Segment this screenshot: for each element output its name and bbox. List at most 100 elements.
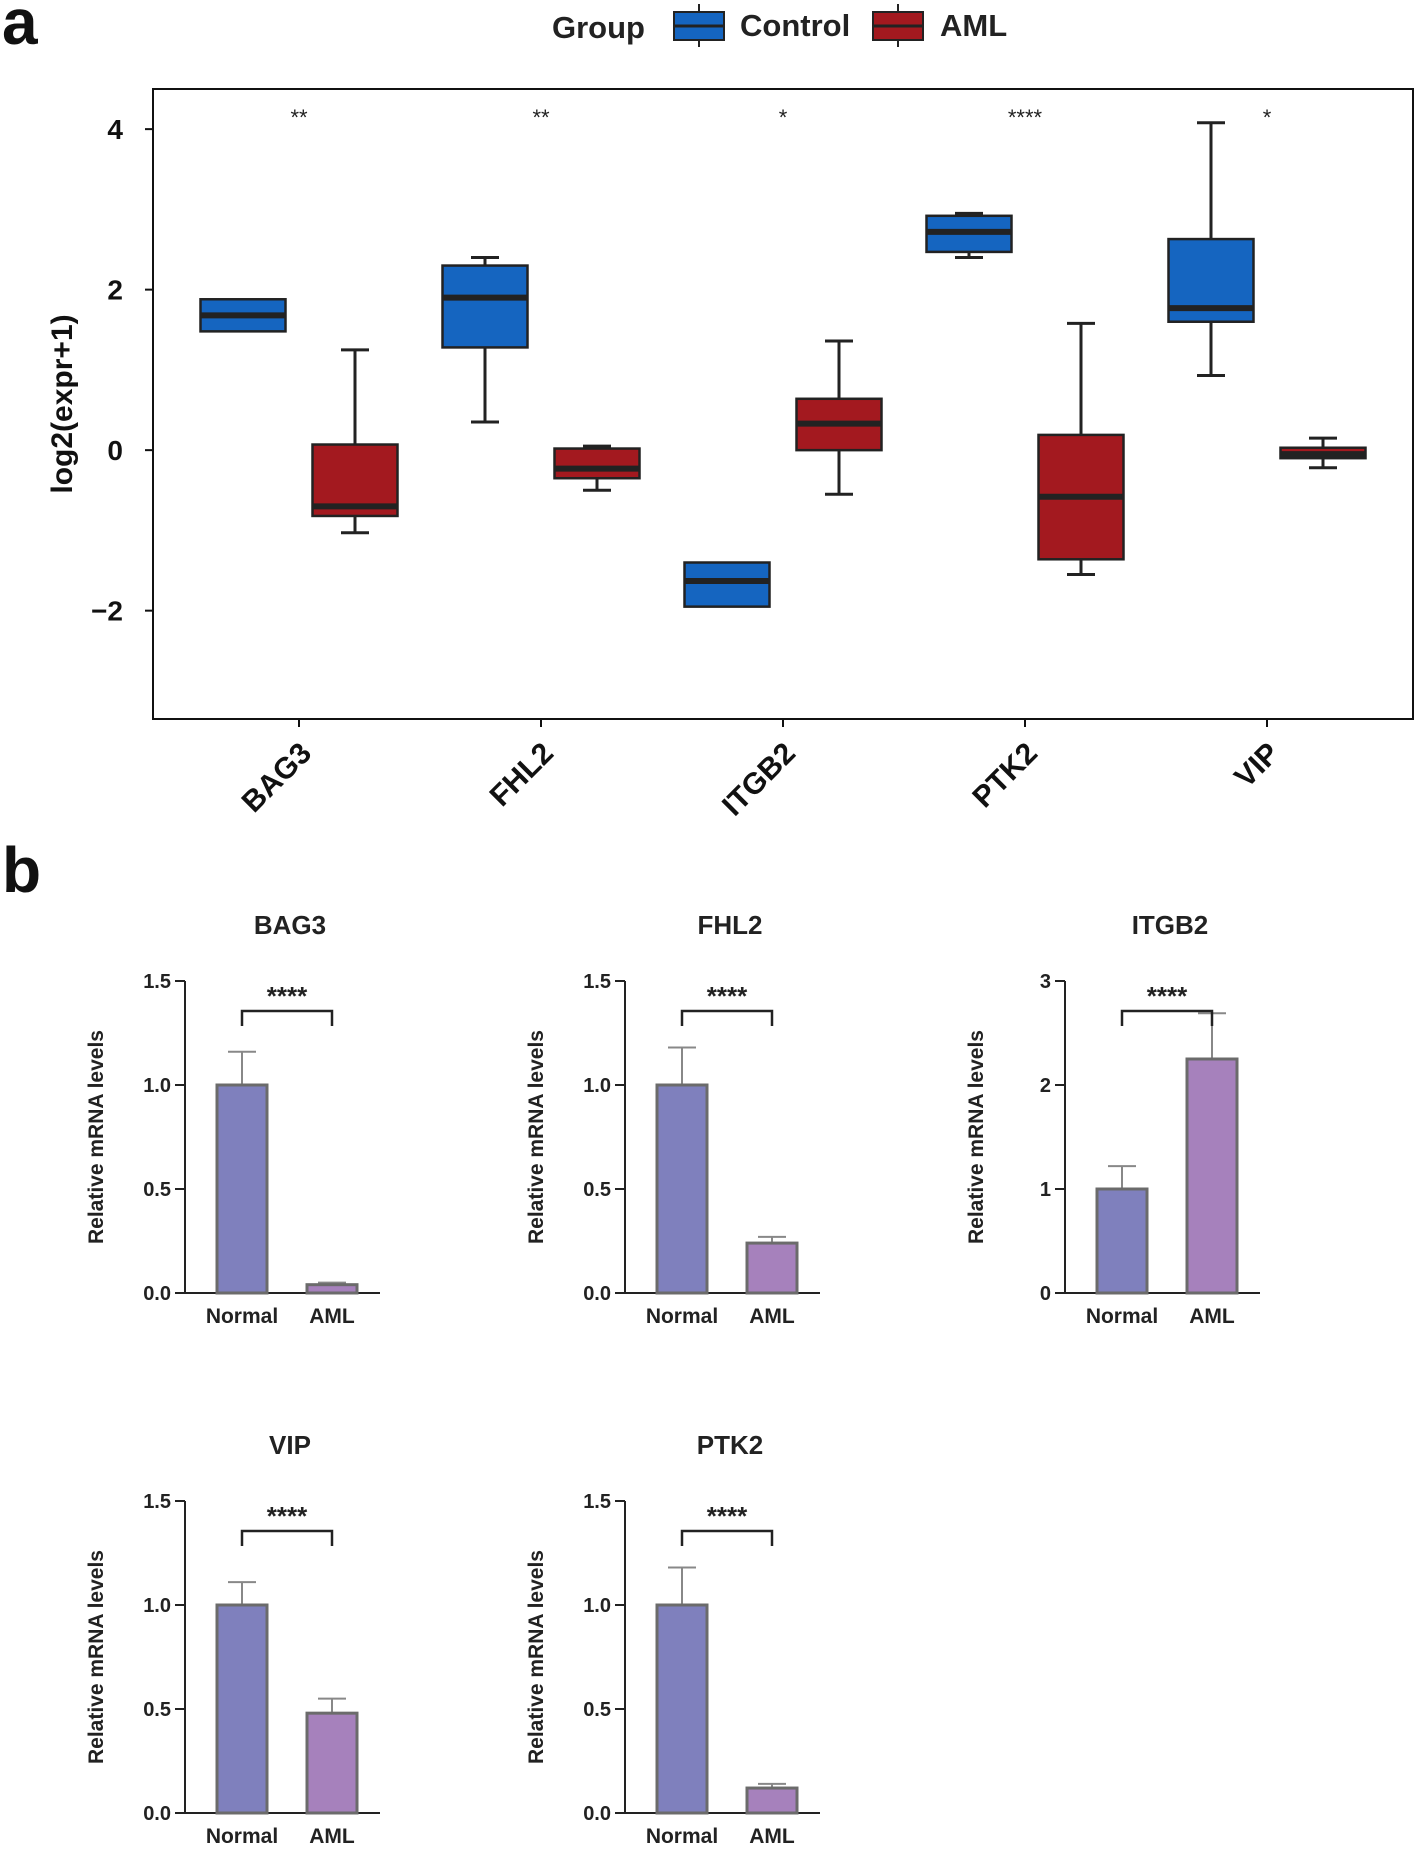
x-tick-label-aml: AML <box>1189 1305 1235 1328</box>
y-tick-label: 0 <box>107 435 123 466</box>
bar-normal <box>1095 1187 1149 1295</box>
y-tick-label: 1.0 <box>143 1075 171 1097</box>
y-tick-label: 0.0 <box>583 1803 611 1825</box>
y-tick-label: 0.5 <box>143 1179 171 1201</box>
x-tick-label-ptk2: PTK2 <box>966 737 1044 815</box>
x-tick-label-aml: AML <box>749 1305 795 1328</box>
plot-frame <box>152 88 1414 720</box>
box-iqr <box>553 447 641 480</box>
bar-aml <box>745 1241 799 1295</box>
y-tick-label: 1.5 <box>143 1491 171 1513</box>
x-tick-label-normal: Normal <box>1086 1305 1158 1328</box>
significance-bracket <box>240 1529 334 1546</box>
y-tick-label: 1.5 <box>143 971 171 993</box>
y-tick-label: 0.5 <box>583 1699 611 1721</box>
significance-label: **** <box>707 981 748 1011</box>
panel-label-b: b <box>2 834 42 906</box>
y-tick-label: 0.0 <box>583 1283 611 1305</box>
y-tick-label: 1.0 <box>583 1075 611 1097</box>
y-axis-label: log2(expr+1) <box>46 314 79 493</box>
bar-aml <box>745 1786 799 1815</box>
significance-label: * <box>779 105 788 130</box>
y-tick-label: 1 <box>1040 1179 1051 1201</box>
bar-aml <box>305 1283 359 1295</box>
bar-chart-title: FHL2 <box>698 910 763 940</box>
bar-normal <box>655 1083 709 1295</box>
significance-label: **** <box>267 981 308 1011</box>
bar-chart-vip: VIP 0.0 0.5 1.0 1.5 Relative mRNA levels Norma… <box>85 1430 380 1848</box>
y-tick-label: 1.5 <box>583 1491 611 1513</box>
box-bag3-aml <box>311 348 399 535</box>
y-tick-label: 3 <box>1040 971 1051 993</box>
box-itgb2-control <box>683 561 771 608</box>
bar-normal <box>215 1603 269 1815</box>
y-axis-label: Relative mRNA levels <box>85 1550 108 1764</box>
x-tick-label-aml: AML <box>309 1825 355 1848</box>
significance-label: **** <box>1008 105 1043 130</box>
x-tick-label-aml: AML <box>309 1305 355 1328</box>
y-tick-label: 2 <box>107 275 123 306</box>
y-tick-label: 1.5 <box>583 971 611 993</box>
y-tick-label: −2 <box>91 596 123 627</box>
legend-label-control: Control <box>740 8 850 43</box>
y-tick-label: 0 <box>1040 1283 1051 1305</box>
bar-chart-bag3: BAG3 0.0 0.5 1.0 1.5 Relative mRNA levels Norm… <box>85 910 380 1328</box>
x-tick-label-normal: Normal <box>646 1305 718 1328</box>
legend-label-aml: AML <box>940 8 1007 43</box>
box-itgb2-aml <box>795 339 883 496</box>
y-tick-label: 0.5 <box>143 1699 171 1721</box>
legend: Group Control AML <box>552 4 1007 47</box>
y-axis-label: Relative mRNA levels <box>525 1550 548 1764</box>
box-vip-control <box>1167 121 1255 378</box>
bar-chart-title: ITGB2 <box>1132 910 1209 940</box>
y-tick-label: 0.0 <box>143 1283 171 1305</box>
significance-label: **** <box>1147 981 1188 1011</box>
bar-chart-title: PTK2 <box>697 1430 763 1460</box>
box-ptk2-control <box>925 211 1013 260</box>
x-tick-label-aml: AML <box>749 1825 795 1848</box>
significance-label: **** <box>707 1501 748 1531</box>
box-vip-aml <box>1279 436 1367 470</box>
y-tick-label: 2 <box>1040 1075 1051 1097</box>
bar-chart-title: BAG3 <box>254 910 326 940</box>
x-tick-label-vip: VIP <box>1228 737 1286 795</box>
bar-normal <box>215 1083 269 1295</box>
box-bag3-control <box>199 298 287 333</box>
boxplot-chart: Group Control AML420−2log2(expr+1)BAG3**FH… <box>46 4 1414 823</box>
y-tick-label: 4 <box>107 114 123 145</box>
x-tick-label-itgb2: ITGB2 <box>716 737 802 823</box>
box-ptk2-aml <box>1037 321 1125 577</box>
box-iqr <box>683 561 771 608</box>
y-tick-label: 0.0 <box>143 1803 171 1825</box>
bar-chart-itgb2: ITGB2 0 1 2 3 Relative mRNA levels Normal AML **… <box>965 910 1260 1328</box>
y-axis-label: Relative mRNA levels <box>525 1030 548 1244</box>
box-fhl2-aml <box>553 444 641 492</box>
y-tick-label: 0.5 <box>583 1179 611 1201</box>
box-fhl2-control <box>441 256 529 424</box>
x-tick-label-normal: Normal <box>206 1305 278 1328</box>
significance-bracket <box>240 1009 334 1026</box>
legend-key-aml: AML <box>872 4 1007 47</box>
bar-normal <box>655 1603 709 1815</box>
significance-label: * <box>1263 105 1272 130</box>
y-tick-label: 1.0 <box>583 1595 611 1617</box>
bar-chart-fhl2: FHL2 0.0 0.5 1.0 1.5 Relative mRNA levels Norm… <box>525 910 820 1328</box>
panel-label-a: a <box>2 0 38 58</box>
significance-bracket <box>680 1529 774 1546</box>
significance-label: **** <box>267 1501 308 1531</box>
x-tick-label-fhl2: FHL2 <box>484 737 560 813</box>
y-tick-label: 1.0 <box>143 1595 171 1617</box>
y-axis-label: Relative mRNA levels <box>965 1030 988 1244</box>
x-tick-label-bag3: BAG3 <box>236 737 318 819</box>
box-iqr <box>441 264 529 349</box>
significance-bracket <box>680 1009 774 1026</box>
significance-label: ** <box>532 105 550 130</box>
legend-key-control: Control <box>673 4 850 47</box>
significance-bracket <box>1120 1009 1214 1026</box>
significance-label: ** <box>290 105 308 130</box>
y-axis-label: Relative mRNA levels <box>85 1030 108 1244</box>
bar-aml <box>1185 1057 1239 1295</box>
bar-chart-ptk2: PTK2 0.0 0.5 1.0 1.5 Relative mRNA levels Norm… <box>525 1430 820 1848</box>
legend-title: Group <box>552 10 645 45</box>
x-tick-label-normal: Normal <box>646 1825 718 1848</box>
